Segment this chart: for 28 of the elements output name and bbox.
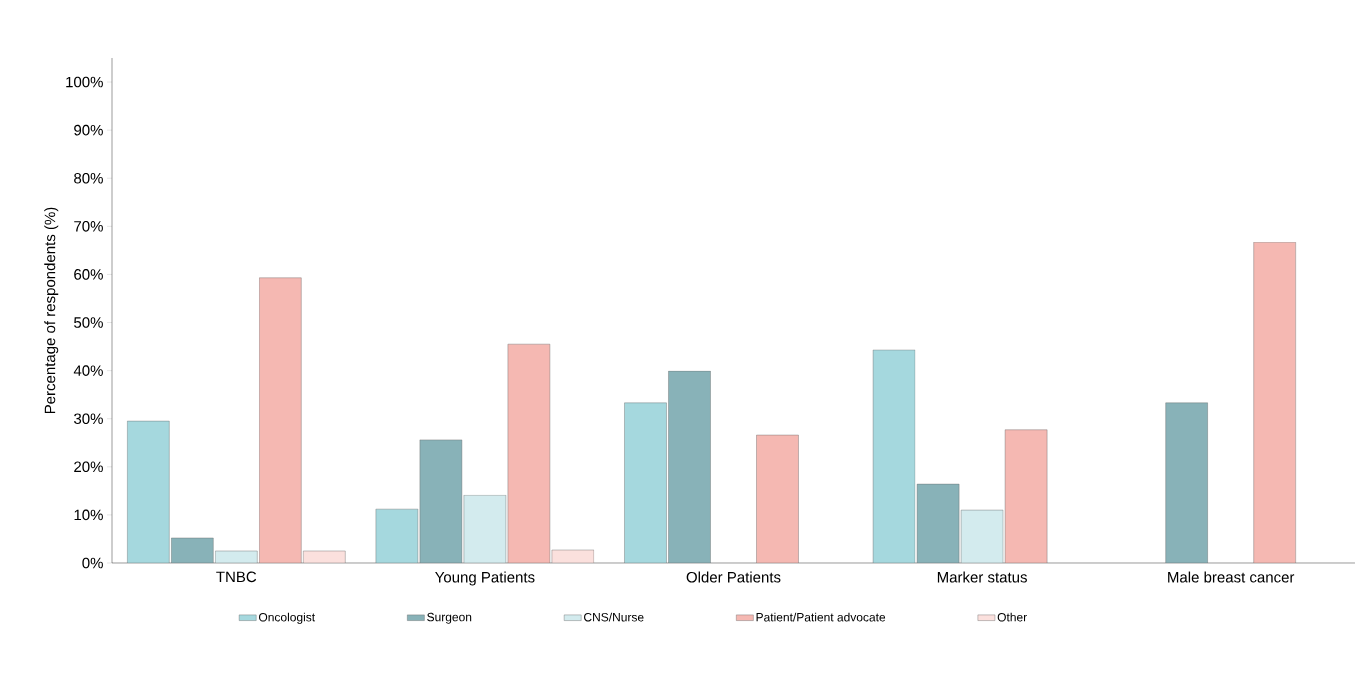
bar — [756, 434, 799, 563]
legend-label: Other — [997, 612, 1027, 622]
x-tick-label: Older Patients — [686, 571, 781, 583]
y-tick-label: 60% — [74, 269, 103, 280]
y-tick-label: 30% — [74, 413, 103, 425]
bar — [1253, 242, 1296, 563]
legend-label: CNS/Nurse — [584, 612, 644, 622]
y-tick-label: 50% — [74, 317, 103, 328]
y-tick-label: 100% — [66, 76, 103, 88]
y-tick-label: 70% — [74, 221, 103, 232]
legend-label: Surgeon — [427, 612, 472, 624]
y-axis-title: Percentage of respondents (%) — [44, 207, 59, 414]
x-tick-label: Male breast cancer — [1168, 571, 1295, 583]
legend-label: Patient/Patient advocate — [756, 612, 886, 622]
y-tick-label: 90% — [74, 124, 103, 136]
y-tick-label: 20% — [74, 461, 103, 473]
y-tick-label: 80% — [74, 172, 103, 184]
x-tick-label: Marker status — [937, 571, 1027, 583]
bar — [1004, 429, 1048, 563]
bar — [259, 277, 302, 563]
bar — [1165, 402, 1208, 563]
y-tick-label: 0% — [82, 557, 103, 569]
y-tick-label: 40% — [73, 365, 103, 376]
x-tick-label: Young Patients — [435, 571, 535, 586]
bar — [507, 343, 551, 563]
legend-label: Oncologist — [258, 612, 316, 624]
x-tick-label: TNBC — [216, 571, 257, 583]
y-tick-label: 10% — [74, 509, 103, 521]
